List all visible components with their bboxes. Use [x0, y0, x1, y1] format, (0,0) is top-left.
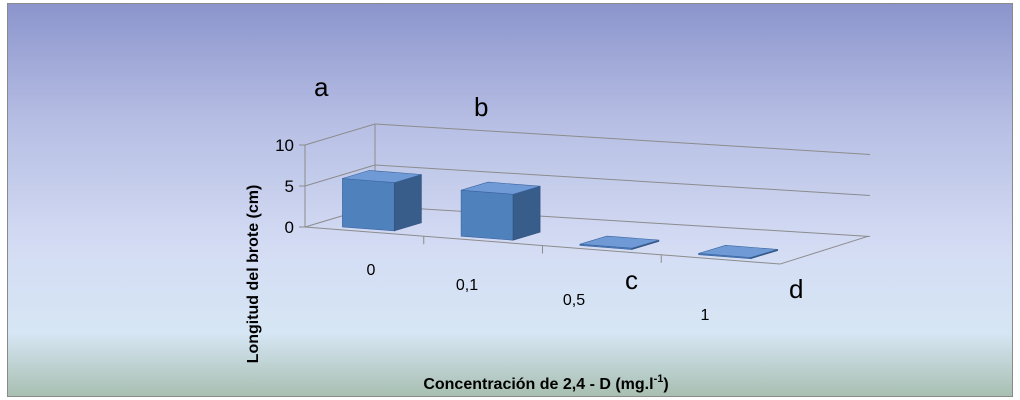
x-tick-label: 0,5 [563, 292, 585, 309]
significance-letter: d [789, 274, 803, 304]
significance-letter: a [314, 72, 329, 102]
bar-top-face [579, 235, 659, 249]
side-gridline [304, 123, 376, 146]
y-axis-title: Longitud del brote (cm) [245, 185, 262, 364]
bar-top-face [342, 170, 422, 183]
x-tick-label: 1 [701, 307, 710, 324]
bar-chart-3d: 0 5 10 0 0,1 0,5 1 a b c d Concentración… [245, 72, 871, 393]
bar-front-face [342, 178, 395, 232]
axes [299, 144, 869, 265]
significance-letter: c [625, 265, 638, 295]
x-axis-title: Concentración de 2,4 - D (mg.l-1) [423, 373, 668, 393]
bar-side-face [394, 174, 422, 232]
gridline [374, 164, 871, 196]
significance-letter: b [474, 92, 488, 122]
bar-side-face [512, 185, 541, 241]
bar [342, 170, 422, 232]
chart-area: 0 5 10 0 0,1 0,5 1 a b c d Concentración… [7, 3, 1013, 397]
x-tick-label: 0,1 [456, 277, 478, 294]
bars [342, 170, 778, 260]
bar-front-face [460, 189, 514, 241]
y-tick-label: 5 [285, 177, 294, 196]
y-tick-label: 10 [275, 136, 294, 155]
y-tick-label: 0 [285, 218, 294, 237]
x-tick-label: 0 [367, 262, 376, 279]
bar-top-face [698, 244, 778, 258]
side-gridline [304, 164, 376, 187]
gridline [374, 205, 871, 237]
bar-top-face [461, 181, 541, 195]
gridlines [304, 123, 871, 237]
bar [460, 181, 541, 241]
floor-right-edge [779, 235, 869, 265]
bar [698, 244, 778, 260]
bar [579, 235, 660, 250]
gridline [374, 123, 871, 155]
